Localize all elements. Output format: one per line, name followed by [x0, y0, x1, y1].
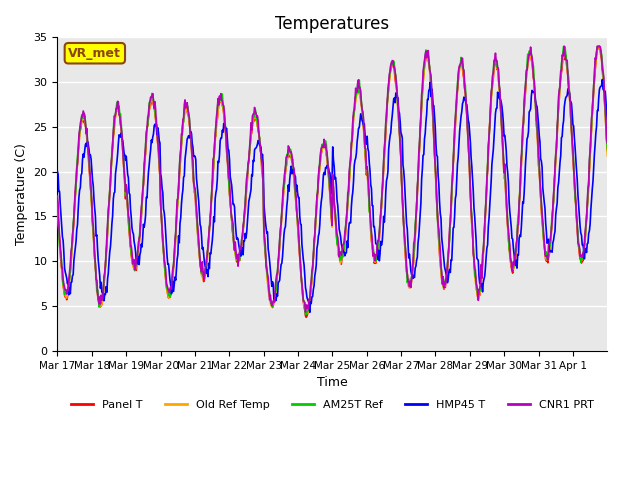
CNR1 PRT: [561, 43, 568, 49]
AM25T Ref: [301, 312, 309, 317]
Old Ref Temp: [118, 137, 126, 143]
Old Ref Temp: [420, 63, 428, 69]
Old Ref Temp: [604, 153, 611, 159]
CNR1 PRT: [246, 136, 254, 142]
Line: HMP45 T: HMP45 T: [58, 80, 607, 312]
AM25T Ref: [246, 141, 254, 147]
HMP45 T: [246, 191, 254, 197]
AM25T Ref: [560, 43, 568, 49]
Panel T: [604, 148, 611, 154]
Panel T: [54, 204, 61, 209]
AM25T Ref: [420, 60, 428, 65]
CNR1 PRT: [420, 57, 428, 63]
Panel T: [268, 300, 275, 306]
Old Ref Temp: [246, 143, 254, 148]
Old Ref Temp: [390, 64, 397, 70]
Old Ref Temp: [302, 312, 310, 317]
HMP45 T: [54, 168, 61, 174]
Line: AM25T Ref: AM25T Ref: [58, 46, 607, 314]
Old Ref Temp: [268, 303, 275, 309]
Panel T: [219, 105, 227, 111]
CNR1 PRT: [301, 309, 309, 315]
Old Ref Temp: [219, 105, 227, 110]
Panel T: [302, 314, 310, 320]
HMP45 T: [219, 130, 227, 135]
HMP45 T: [598, 77, 606, 83]
Line: Old Ref Temp: Old Ref Temp: [58, 48, 607, 314]
HMP45 T: [604, 116, 611, 122]
AM25T Ref: [219, 102, 227, 108]
HMP45 T: [390, 96, 397, 102]
AM25T Ref: [604, 146, 611, 152]
Line: CNR1 PRT: CNR1 PRT: [58, 46, 607, 312]
HMP45 T: [306, 310, 314, 315]
Old Ref Temp: [54, 205, 61, 211]
Title: Temperatures: Temperatures: [275, 15, 389, 33]
AM25T Ref: [390, 58, 397, 64]
Legend: Panel T, Old Ref Temp, AM25T Ref, HMP45 T, CNR1 PRT: Panel T, Old Ref Temp, AM25T Ref, HMP45 …: [67, 396, 598, 414]
AM25T Ref: [268, 301, 275, 307]
Line: Panel T: Panel T: [58, 46, 607, 317]
CNR1 PRT: [54, 193, 61, 199]
X-axis label: Time: Time: [317, 376, 348, 389]
Panel T: [390, 64, 397, 70]
CNR1 PRT: [118, 132, 126, 138]
CNR1 PRT: [268, 300, 275, 305]
CNR1 PRT: [390, 65, 397, 71]
Old Ref Temp: [594, 45, 602, 50]
Panel T: [118, 136, 126, 142]
CNR1 PRT: [219, 102, 227, 108]
CNR1 PRT: [604, 140, 611, 146]
AM25T Ref: [54, 200, 61, 206]
HMP45 T: [420, 136, 428, 142]
Text: VR_met: VR_met: [68, 47, 121, 60]
Panel T: [595, 43, 603, 49]
Panel T: [246, 140, 254, 146]
AM25T Ref: [118, 133, 126, 139]
HMP45 T: [268, 274, 275, 279]
Panel T: [420, 64, 428, 70]
Y-axis label: Temperature (C): Temperature (C): [15, 143, 28, 245]
HMP45 T: [118, 134, 126, 140]
